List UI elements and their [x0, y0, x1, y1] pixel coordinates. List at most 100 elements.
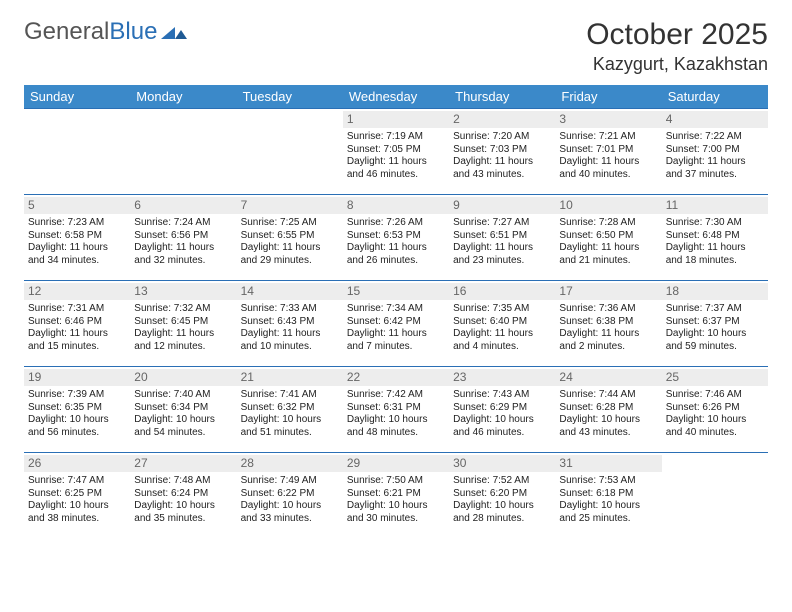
- day-details: Sunrise: 7:47 AMSunset: 6:25 PMDaylight:…: [28, 475, 126, 525]
- calendar-cell: 15Sunrise: 7:34 AMSunset: 6:42 PMDayligh…: [343, 281, 449, 367]
- day-number: 29: [343, 455, 449, 472]
- calendar-cell: 31 Sunrise: 7:53 AMSunset: 6:18 PMDayligh…: [555, 453, 661, 539]
- logo-text-2: Blue: [109, 18, 157, 46]
- calendar-cell: 13Sunrise: 7:32 AMSunset: 6:45 PMDayligh…: [130, 281, 236, 367]
- day-number: 16: [449, 283, 555, 300]
- day-number: 26: [24, 455, 130, 472]
- calendar-cell: 1 Sunrise: 7:19 AMSunset: 7:05 PMDaylight…: [343, 109, 449, 195]
- day-details: Sunrise: 7:28 AMSunset: 6:50 PMDaylight:…: [559, 217, 657, 267]
- day-number: 10: [555, 197, 661, 214]
- day-details: Sunrise: 7:39 AMSunset: 6:35 PMDaylight:…: [28, 389, 126, 439]
- day-header: Friday: [555, 85, 661, 109]
- day-details: Sunrise: 7:30 AMSunset: 6:48 PMDaylight:…: [666, 217, 764, 267]
- calendar-cell: 25Sunrise: 7:46 AMSunset: 6:26 PMDayligh…: [662, 367, 768, 453]
- day-number: 5: [24, 197, 130, 214]
- day-number: 2: [449, 111, 555, 128]
- day-number: 8: [343, 197, 449, 214]
- calendar-cell: [24, 109, 130, 195]
- calendar-cell: 23 Sunrise: 7:43 AMSunset: 6:29 PMDayligh…: [449, 367, 555, 453]
- day-details: Sunrise: 7:36 AMSunset: 6:38 PMDaylight:…: [559, 303, 657, 353]
- calendar-cell: 16 Sunrise: 7:35 AMSunset: 6:40 PMDayligh…: [449, 281, 555, 367]
- calendar-cell: 21 Sunrise: 7:41 AMSunset: 6:32 PMDayligh…: [237, 367, 343, 453]
- calendar-cell: 8Sunrise: 7:26 AMSunset: 6:53 PMDaylight…: [343, 195, 449, 281]
- calendar-cell: 11 Sunrise: 7:30 AMSunset: 6:48 PMDayligh…: [662, 195, 768, 281]
- day-details: Sunrise: 7:19 AMSunset: 7:05 PMDaylight:…: [347, 131, 445, 181]
- day-header: Monday: [130, 85, 236, 109]
- calendar-table: SundayMondayTuesdayWednesdayThursdayFrid…: [24, 85, 768, 539]
- calendar-cell: 6 Sunrise: 7:24 AMSunset: 6:56 PMDaylight…: [130, 195, 236, 281]
- day-number: 17: [555, 283, 661, 300]
- day-number: 24: [555, 369, 661, 386]
- month-title: October 2025: [586, 18, 768, 52]
- day-number: 27: [130, 455, 236, 472]
- calendar-cell: 2 Sunrise: 7:20 AMSunset: 7:03 PMDaylight…: [449, 109, 555, 195]
- calendar-week-row: 19Sunrise: 7:39 AMSunset: 6:35 PMDayligh…: [24, 367, 768, 453]
- calendar-cell: 5Sunrise: 7:23 AMSunset: 6:58 PMDaylight…: [24, 195, 130, 281]
- calendar-week-row: 1 Sunrise: 7:19 AMSunset: 7:05 PMDaylight…: [24, 109, 768, 195]
- day-number: 13: [130, 283, 236, 300]
- calendar-cell: [130, 109, 236, 195]
- calendar-week-row: 5Sunrise: 7:23 AMSunset: 6:58 PMDaylight…: [24, 195, 768, 281]
- day-number: 1: [343, 111, 449, 128]
- day-number: 20: [130, 369, 236, 386]
- day-number: 11: [662, 197, 768, 214]
- day-number: 4: [662, 111, 768, 128]
- day-details: Sunrise: 7:53 AMSunset: 6:18 PMDaylight:…: [559, 475, 657, 525]
- day-number: 30: [449, 455, 555, 472]
- day-header: Sunday: [24, 85, 130, 109]
- day-number: 6: [130, 197, 236, 214]
- day-number: 18: [662, 283, 768, 300]
- calendar-cell: 27 Sunrise: 7:48 AMSunset: 6:24 PMDayligh…: [130, 453, 236, 539]
- calendar-cell: 28Sunrise: 7:49 AMSunset: 6:22 PMDayligh…: [237, 453, 343, 539]
- logo-mark-icon: [161, 18, 187, 46]
- day-details: Sunrise: 7:42 AMSunset: 6:31 PMDaylight:…: [347, 389, 445, 439]
- calendar-cell: 7 Sunrise: 7:25 AMSunset: 6:55 PMDaylight…: [237, 195, 343, 281]
- calendar-cell: 17 Sunrise: 7:36 AMSunset: 6:38 PMDayligh…: [555, 281, 661, 367]
- calendar-cell: 12 Sunrise: 7:31 AMSunset: 6:46 PMDayligh…: [24, 281, 130, 367]
- calendar-cell: 22 Sunrise: 7:42 AMSunset: 6:31 PMDayligh…: [343, 367, 449, 453]
- day-details: Sunrise: 7:22 AMSunset: 7:00 PMDaylight:…: [666, 131, 764, 181]
- calendar-cell: 20 Sunrise: 7:40 AMSunset: 6:34 PMDayligh…: [130, 367, 236, 453]
- calendar-week-row: 26 Sunrise: 7:47 AMSunset: 6:25 PMDayligh…: [24, 453, 768, 539]
- day-details: Sunrise: 7:25 AMSunset: 6:55 PMDaylight:…: [241, 217, 339, 267]
- calendar-cell: 10 Sunrise: 7:28 AMSunset: 6:50 PMDayligh…: [555, 195, 661, 281]
- day-number: 12: [24, 283, 130, 300]
- day-details: Sunrise: 7:52 AMSunset: 6:20 PMDaylight:…: [453, 475, 551, 525]
- logo: GeneralBlue: [24, 18, 187, 46]
- day-number: 7: [237, 197, 343, 214]
- day-number: 23: [449, 369, 555, 386]
- calendar-cell: 18 Sunrise: 7:37 AMSunset: 6:37 PMDayligh…: [662, 281, 768, 367]
- day-details: Sunrise: 7:43 AMSunset: 6:29 PMDaylight:…: [453, 389, 551, 439]
- day-number: 9: [449, 197, 555, 214]
- day-details: Sunrise: 7:44 AMSunset: 6:28 PMDaylight:…: [559, 389, 657, 439]
- day-number: 25: [662, 369, 768, 386]
- day-number: 22: [343, 369, 449, 386]
- day-details: Sunrise: 7:34 AMSunset: 6:42 PMDaylight:…: [347, 303, 445, 353]
- day-details: Sunrise: 7:40 AMSunset: 6:34 PMDaylight:…: [134, 389, 232, 439]
- calendar-cell: 26 Sunrise: 7:47 AMSunset: 6:25 PMDayligh…: [24, 453, 130, 539]
- location: Kazygurt, Kazakhstan: [586, 54, 768, 75]
- calendar-cell: 3Sunrise: 7:21 AMSunset: 7:01 PMDaylight…: [555, 109, 661, 195]
- day-details: Sunrise: 7:41 AMSunset: 6:32 PMDaylight:…: [241, 389, 339, 439]
- day-number: 21: [237, 369, 343, 386]
- day-details: Sunrise: 7:35 AMSunset: 6:40 PMDaylight:…: [453, 303, 551, 353]
- day-details: Sunrise: 7:20 AMSunset: 7:03 PMDaylight:…: [453, 131, 551, 181]
- day-number: 31: [555, 455, 661, 472]
- day-details: Sunrise: 7:33 AMSunset: 6:43 PMDaylight:…: [241, 303, 339, 353]
- day-details: Sunrise: 7:24 AMSunset: 6:56 PMDaylight:…: [134, 217, 232, 267]
- calendar-cell: 14 Sunrise: 7:33 AMSunset: 6:43 PMDayligh…: [237, 281, 343, 367]
- day-details: Sunrise: 7:21 AMSunset: 7:01 PMDaylight:…: [559, 131, 657, 181]
- header: GeneralBlue October 2025 Kazygurt, Kazak…: [24, 18, 768, 75]
- day-header: Thursday: [449, 85, 555, 109]
- day-number: 28: [237, 455, 343, 472]
- calendar-cell: 24 Sunrise: 7:44 AMSunset: 6:28 PMDayligh…: [555, 367, 661, 453]
- day-details: Sunrise: 7:37 AMSunset: 6:37 PMDaylight:…: [666, 303, 764, 353]
- calendar-header-row: SundayMondayTuesdayWednesdayThursdayFrid…: [24, 85, 768, 109]
- logo-text-1: General: [24, 18, 109, 46]
- day-details: Sunrise: 7:50 AMSunset: 6:21 PMDaylight:…: [347, 475, 445, 525]
- day-details: Sunrise: 7:31 AMSunset: 6:46 PMDaylight:…: [28, 303, 126, 353]
- day-details: Sunrise: 7:27 AMSunset: 6:51 PMDaylight:…: [453, 217, 551, 267]
- day-header: Wednesday: [343, 85, 449, 109]
- day-number: 14: [237, 283, 343, 300]
- day-details: Sunrise: 7:48 AMSunset: 6:24 PMDaylight:…: [134, 475, 232, 525]
